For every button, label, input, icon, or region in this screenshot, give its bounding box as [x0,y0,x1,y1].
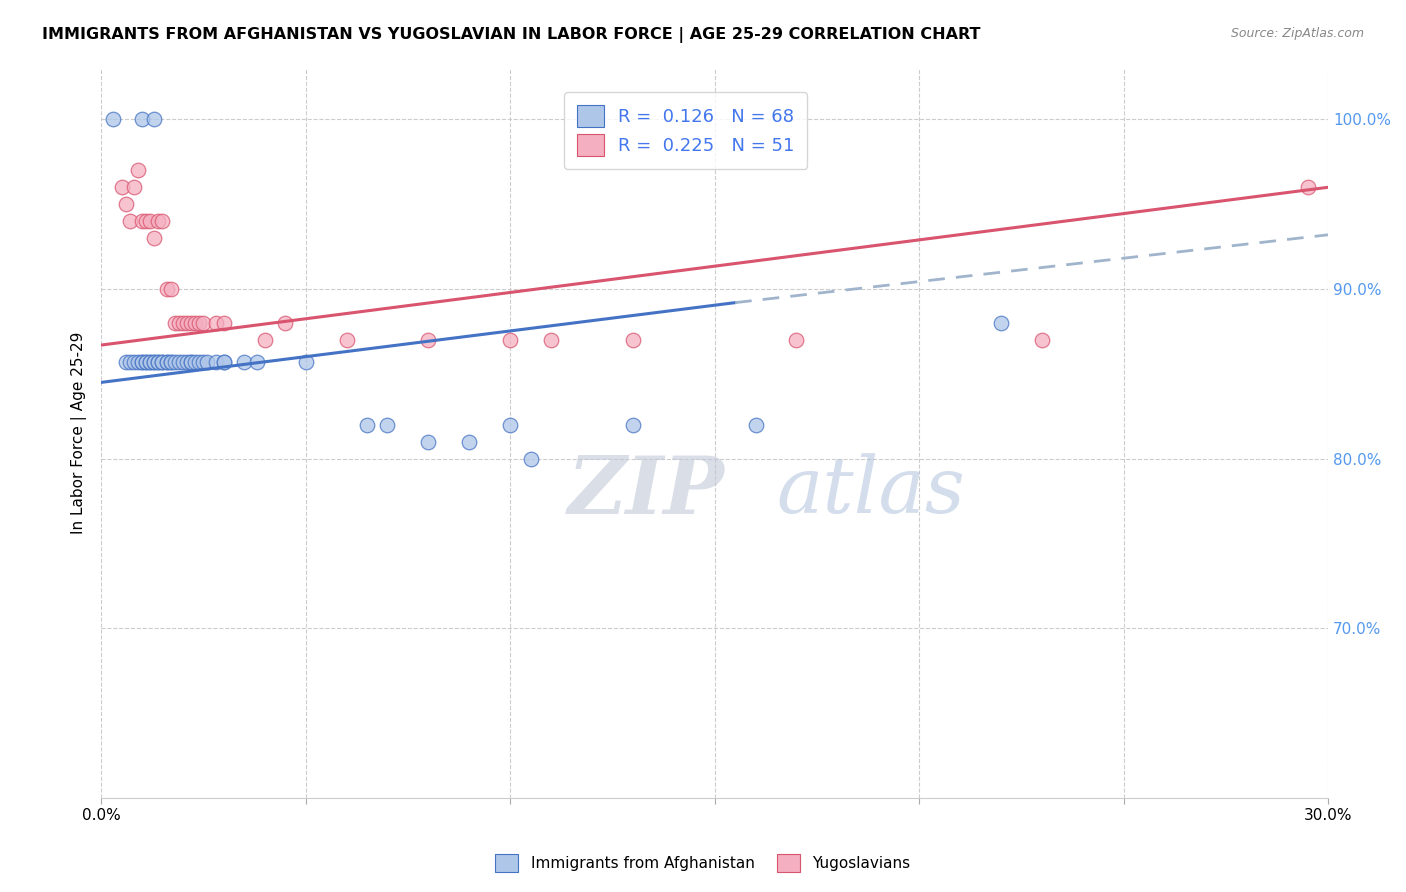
Point [188,355,211,369]
Point [621,417,644,432]
Point [148,355,170,369]
Point [1031,333,1053,347]
Point [188,316,211,330]
Point [139,355,162,369]
Point [458,434,481,449]
Point [155,355,177,369]
Point [127,163,149,178]
Point [155,355,177,369]
Point [167,355,190,369]
Point [131,355,153,369]
Point [163,316,186,330]
Point [1296,180,1319,194]
Point [148,214,170,228]
Point [519,451,541,466]
Text: atlas: atlas [776,453,965,530]
Point [131,112,153,127]
Point [110,180,132,194]
Point [499,417,522,432]
Point [135,214,157,228]
Point [499,333,522,347]
Point [172,316,194,330]
Point [155,282,177,296]
Point [159,355,181,369]
Point [152,214,174,228]
Point [197,355,219,369]
Point [176,316,198,330]
Legend: Immigrants from Afghanistan, Yugoslavians: Immigrants from Afghanistan, Yugoslavian… [488,846,918,880]
Point [114,197,136,211]
Point [118,214,141,228]
Point [212,316,235,330]
Point [212,355,235,369]
Point [193,316,215,330]
Point [135,355,157,369]
Point [180,355,202,369]
Point [131,214,153,228]
Point [233,355,256,369]
Point [335,333,357,347]
Point [193,355,215,369]
Point [990,316,1012,330]
Point [143,355,166,369]
Y-axis label: In Labor Force | Age 25-29: In Labor Force | Age 25-29 [72,332,87,534]
Point [418,434,440,449]
Point [621,333,644,347]
Point [167,316,190,330]
Point [180,316,202,330]
Point [139,214,162,228]
Point [253,333,276,347]
Point [143,231,166,245]
Point [204,355,226,369]
Point [785,333,807,347]
Point [127,355,149,369]
Point [744,417,766,432]
Point [139,355,162,369]
Point [103,112,125,127]
Point [294,355,316,369]
Text: Source: ZipAtlas.com: Source: ZipAtlas.com [1230,27,1364,40]
Point [184,355,207,369]
Point [122,180,145,194]
Point [172,355,194,369]
Point [159,282,181,296]
Point [143,112,166,127]
Text: ZIP: ZIP [568,453,724,531]
Point [356,417,378,432]
Legend: R =  0.126   N = 68, R =  0.225   N = 51: R = 0.126 N = 68, R = 0.225 N = 51 [564,92,807,169]
Point [176,355,198,369]
Point [118,355,141,369]
Point [143,355,166,369]
Point [114,355,136,369]
Point [152,355,174,369]
Point [122,355,145,369]
Point [245,355,267,369]
Point [159,355,181,369]
Point [540,333,562,347]
Text: IMMIGRANTS FROM AFGHANISTAN VS YUGOSLAVIAN IN LABOR FORCE | AGE 25-29 CORRELATIO: IMMIGRANTS FROM AFGHANISTAN VS YUGOSLAVI… [42,27,980,43]
Point [180,355,202,369]
Point [184,316,207,330]
Point [212,355,235,369]
Point [131,355,153,369]
Point [204,316,226,330]
Point [377,417,399,432]
Point [163,355,186,369]
Point [135,355,157,369]
Point [274,316,297,330]
Point [148,355,170,369]
Point [418,333,440,347]
Point [152,355,174,369]
